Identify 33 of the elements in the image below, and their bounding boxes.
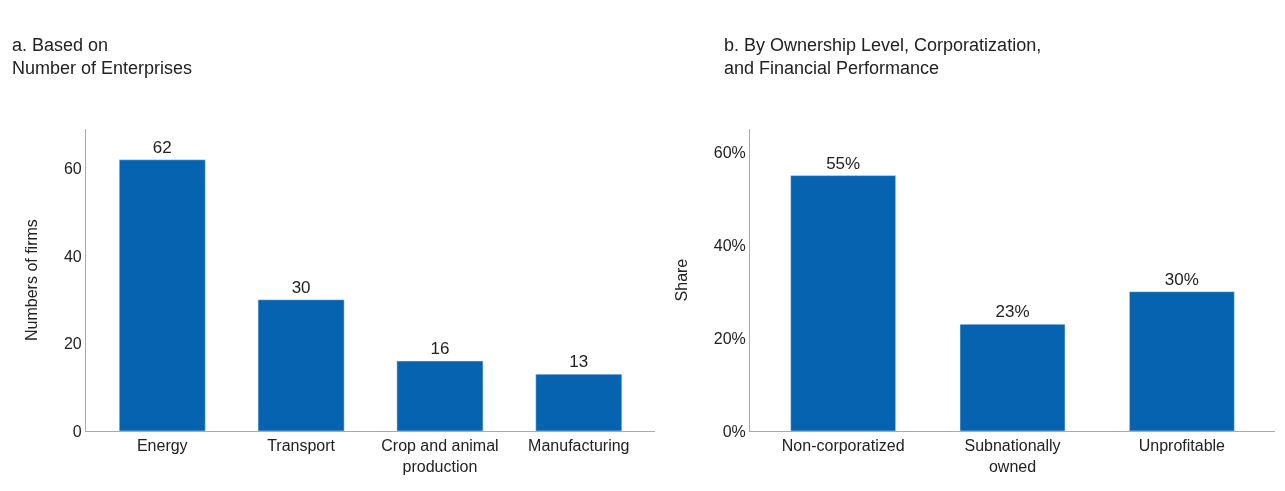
- y-axis-title: Share: [672, 258, 690, 302]
- x-tick-label: Unprofitable: [1138, 437, 1226, 455]
- y-tick-label: 20: [63, 335, 82, 353]
- data-label: 13: [569, 352, 589, 372]
- y-tick-label: 20%: [713, 329, 746, 347]
- chart-title: b. By Ownership Level, Corporatization, and Financial Performance: [724, 35, 1042, 79]
- data-label: 16: [430, 339, 450, 358]
- bar: [535, 373, 623, 431]
- y-tick-label: 60: [63, 160, 82, 178]
- y-tick-label: 0: [72, 422, 82, 440]
- data-label: 62: [152, 137, 172, 157]
- y-tick-label: 40: [63, 247, 82, 265]
- bar: [396, 360, 484, 431]
- y-axis-title: Numbers of firms: [22, 219, 40, 341]
- chart-title: a. Based on Number of Enterprises: [12, 35, 193, 79]
- data-label: 30%: [1164, 269, 1199, 289]
- data-label: 30: [291, 277, 311, 297]
- x-tick-label: Transport: [267, 437, 336, 455]
- bar: [118, 159, 206, 431]
- y-tick-label: 40%: [713, 236, 746, 254]
- bar: [257, 299, 345, 431]
- y-tick-label: 0%: [722, 422, 746, 440]
- bar: [1129, 291, 1235, 431]
- x-tick-label: Manufacturing: [528, 437, 630, 455]
- data-label: 23%: [995, 302, 1030, 322]
- x-tick-label: Non-corporatized: [781, 437, 905, 455]
- data-label: 55%: [826, 153, 861, 173]
- y-tick-label: 60%: [713, 143, 746, 161]
- x-tick-label: Subnationally owned: [964, 437, 1061, 475]
- x-tick-label: Crop and animal production: [381, 437, 499, 475]
- bar: [959, 323, 1066, 431]
- x-tick-label: Energy: [136, 437, 188, 455]
- bar: [790, 175, 896, 431]
